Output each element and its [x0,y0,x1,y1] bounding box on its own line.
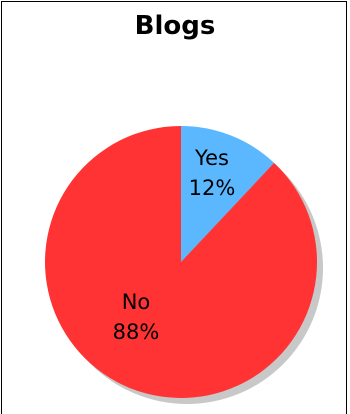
pie-labels: Yes 12% No 88% [113,146,236,344]
slice-label-yes: Yes [194,146,229,170]
slice-value-yes: 12% [189,176,236,200]
pie-slice-yes [181,126,275,262]
chart-title: Blogs [134,11,216,41]
slice-value-no: 88% [113,320,160,344]
pie-slices [45,126,318,398]
slice-label-no: No [122,290,151,314]
pie-slice-no [45,126,318,398]
